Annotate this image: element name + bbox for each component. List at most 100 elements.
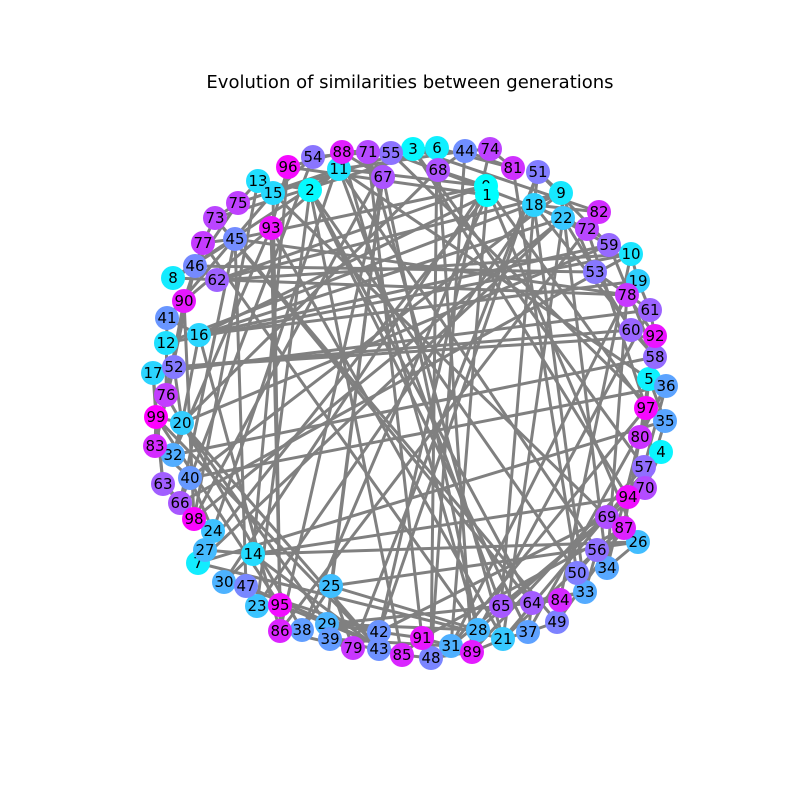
node-label: 53 [585, 263, 604, 281]
node-label: 90 [174, 292, 193, 310]
node-circle [241, 542, 265, 566]
node-36: 36 [654, 374, 678, 398]
node-label: 77 [193, 234, 212, 252]
node-label: 38 [292, 621, 311, 639]
node-circle [619, 318, 643, 342]
node-label: 68 [428, 161, 447, 179]
node-14: 14 [241, 542, 265, 566]
node-label: 73 [205, 209, 224, 227]
node-circle [168, 491, 192, 515]
node-label: 79 [343, 639, 362, 657]
node-label: 97 [636, 399, 655, 417]
node-label: 82 [589, 203, 608, 221]
node-78: 78 [615, 283, 639, 307]
node-label: 46 [185, 257, 204, 275]
node-43: 43 [367, 637, 391, 661]
edge-42-69 [377, 515, 609, 634]
node-72: 72 [575, 217, 599, 241]
node-circle [261, 181, 285, 205]
node-circle [172, 289, 196, 313]
node-61: 61 [638, 298, 662, 322]
node-circle [356, 140, 380, 164]
node-label: 71 [358, 143, 377, 161]
node-label: 57 [634, 458, 653, 476]
edge-47-45 [233, 237, 248, 588]
node-32: 32 [161, 443, 185, 467]
node-27: 27 [193, 538, 217, 562]
node-circle [201, 519, 225, 543]
node-80: 80 [628, 425, 652, 449]
edge-46-75 [193, 201, 240, 268]
node-62: 62 [205, 268, 229, 292]
node-circle [638, 298, 662, 322]
node-circle [460, 640, 484, 664]
node-circle [234, 574, 258, 598]
node-97: 97 [634, 396, 658, 420]
node-17: 17 [141, 361, 165, 385]
node-circle [191, 231, 215, 255]
node-circle [619, 242, 643, 266]
node-circle [526, 160, 550, 184]
node-circle [426, 158, 450, 182]
edge-45-78 [233, 237, 629, 297]
edge-0-97 [484, 184, 648, 410]
node-2: 2 [298, 178, 322, 202]
node-circle [401, 137, 425, 161]
node-88: 88 [330, 140, 354, 164]
node-8: 8 [161, 266, 185, 290]
node-circle [276, 155, 300, 179]
edge-52-60 [172, 328, 633, 369]
edge-72-97 [585, 227, 648, 410]
node-46: 46 [183, 254, 207, 278]
node-label: 27 [195, 541, 214, 559]
node-layer: 0123456789101112131415161718192021222324… [141, 136, 678, 670]
node-57: 57 [632, 455, 656, 479]
node-circle [628, 425, 652, 449]
node-circle [212, 570, 236, 594]
node-circle [203, 206, 227, 230]
node-84: 84 [548, 588, 572, 612]
node-label: 64 [522, 594, 541, 612]
node-label: 1 [482, 186, 492, 204]
node-96: 96 [276, 155, 300, 179]
node-98: 98 [182, 507, 206, 531]
node-circle [643, 345, 667, 369]
node-93: 93 [259, 216, 283, 240]
edge-55-98 [192, 151, 393, 521]
edge-21-71 [366, 150, 505, 641]
node-label: 81 [503, 159, 522, 177]
node-circle [654, 374, 678, 398]
edge-18-33 [532, 203, 587, 594]
node-31: 31 [439, 634, 463, 658]
node-12: 12 [154, 331, 178, 355]
node-label: 34 [597, 559, 616, 577]
edge-89-57 [470, 465, 646, 654]
node-label: 67 [373, 168, 392, 186]
edge-20-16 [180, 333, 201, 425]
node-circle [223, 227, 247, 251]
node-circle [632, 455, 656, 479]
node-circle [585, 538, 609, 562]
node-circle [259, 216, 283, 240]
node-label: 72 [577, 220, 596, 238]
node-81: 81 [501, 156, 525, 180]
node-circle [141, 361, 165, 385]
node-circle [573, 580, 597, 604]
node-28: 28 [466, 618, 490, 642]
node-41: 41 [155, 306, 179, 330]
node-3: 3 [401, 137, 425, 161]
node-82: 82 [587, 200, 611, 224]
node-1: 1 [475, 183, 499, 207]
node-label: 95 [270, 596, 289, 614]
node-circle [178, 466, 202, 490]
node-circle [183, 254, 207, 278]
node-74: 74 [478, 137, 502, 161]
edge-20-43 [180, 421, 381, 651]
node-circle [290, 618, 314, 642]
node-label: 6 [432, 139, 442, 157]
node-circle [390, 643, 414, 667]
node-52: 52 [162, 355, 186, 379]
node-label: 2 [305, 181, 315, 199]
node-label: 43 [369, 640, 388, 658]
